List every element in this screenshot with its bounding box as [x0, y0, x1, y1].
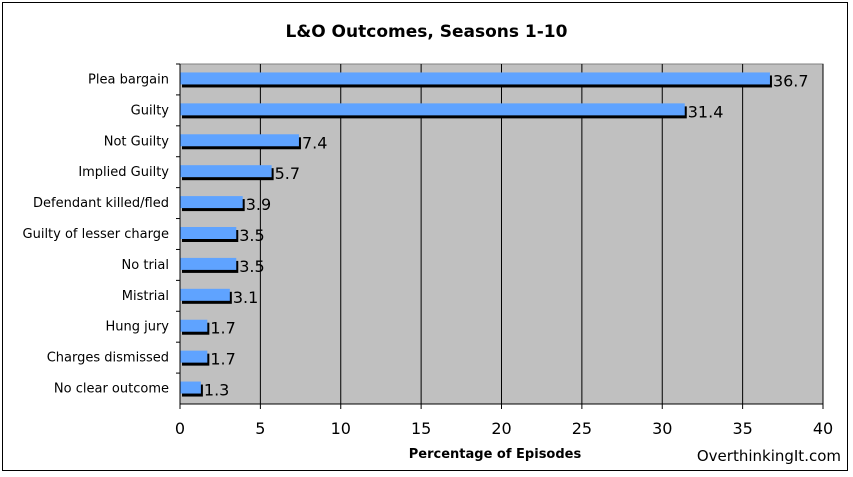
value-label: 3.9 — [246, 195, 271, 214]
bar — [180, 227, 237, 239]
bar — [180, 103, 685, 116]
bar — [180, 134, 299, 147]
x-tick-label: 5 — [255, 419, 265, 438]
category-label: Implied Guilty — [78, 165, 169, 180]
value-label: 36.7 — [773, 71, 809, 90]
x-tick-label: 25 — [572, 419, 592, 438]
value-label: 3.5 — [239, 226, 264, 245]
gridlines — [259, 64, 824, 404]
x-tick-label: 0 — [175, 419, 185, 438]
value-label: 5.7 — [275, 164, 300, 183]
x-axis-label: Percentage of Episodes — [408, 447, 582, 462]
source-credit: OverthinkingIt.com — [696, 447, 841, 465]
value-label: 1.7 — [210, 319, 235, 338]
chart-title: L&O Outcomes, Seasons 1-10 — [285, 22, 568, 42]
category-label: No clear outcome — [54, 382, 169, 397]
category-label: Guilty of lesser charge — [23, 227, 169, 242]
bar — [180, 72, 770, 85]
value-label: 7.4 — [302, 133, 327, 152]
bar — [180, 165, 272, 178]
x-tick-labels: 0 5 10 15 20 25 30 35 40 — [175, 404, 833, 438]
x-tick-label: 15 — [411, 419, 431, 438]
category-label: Mistrial — [122, 289, 169, 304]
x-tick-label: 10 — [331, 419, 351, 438]
bar — [180, 288, 230, 301]
category-label: Hung jury — [105, 320, 169, 335]
x-tick-label: 35 — [732, 419, 752, 438]
category-label: Not Guilty — [104, 134, 170, 149]
category-label: Defendant killed/fled — [33, 196, 169, 211]
bar — [180, 257, 237, 270]
bar — [180, 350, 208, 363]
value-label: 31.4 — [688, 102, 724, 121]
value-label: 1.3 — [204, 381, 229, 400]
category-label: Guilty — [131, 103, 170, 118]
category-label: Charges dismissed — [47, 351, 169, 366]
value-labels: 36.7 31.4 7.45.73.9 3.5 3.5 3.1 1.7 1.7 1.3 — [204, 71, 809, 399]
value-label: 3.1 — [233, 288, 258, 307]
category-label: No trial — [122, 258, 169, 273]
x-tick-label: 40 — [813, 419, 833, 438]
category-labels: Plea bargain Guilty Not Guilty Implied Guil… — [23, 63, 180, 397]
x-tick-label: 30 — [652, 419, 672, 438]
bars — [180, 72, 772, 397]
x-tick-label: 20 — [491, 419, 511, 438]
value-label: 1.7 — [210, 350, 235, 369]
bar — [180, 381, 201, 394]
value-label: 3.5 — [239, 257, 264, 276]
bar — [180, 319, 208, 332]
bar — [180, 196, 243, 209]
category-label: Plea bargain — [88, 72, 169, 87]
